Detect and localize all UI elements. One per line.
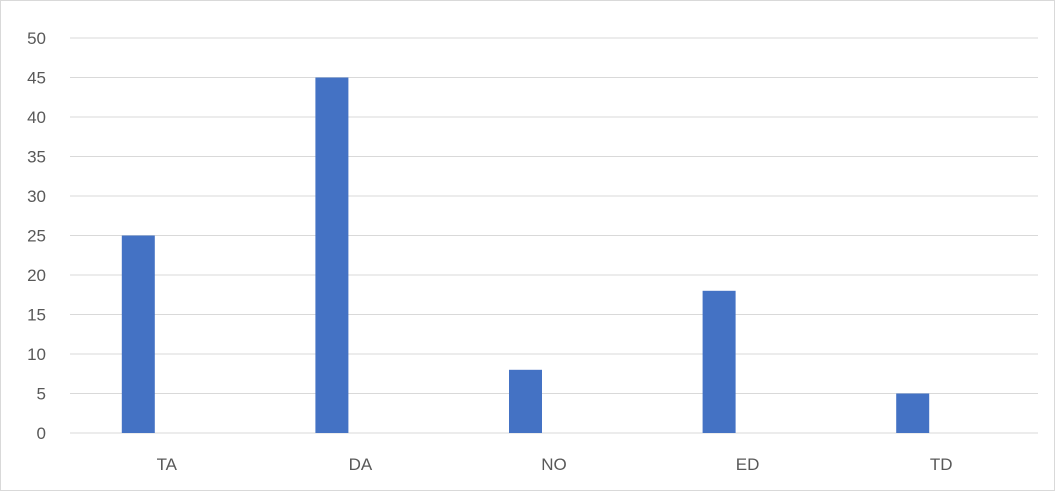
y-tick-label: 20 xyxy=(27,266,46,285)
bar-ed xyxy=(702,290,736,433)
y-tick-label: 10 xyxy=(27,345,46,364)
x-axis-tick-labels: TA DA NO ED TD xyxy=(157,455,953,474)
y-tick-label: 40 xyxy=(27,108,46,127)
bar-da xyxy=(315,77,349,433)
x-tick-label-td: TD xyxy=(930,455,953,474)
x-tick-label-ta: TA xyxy=(157,455,178,474)
y-tick-label: 15 xyxy=(27,306,46,325)
x-tick-label-da: DA xyxy=(349,455,373,474)
y-tick-label: 50 xyxy=(27,29,46,48)
y-axis-tick-labels: 0 5 10 15 20 25 30 35 40 45 50 xyxy=(27,29,46,443)
gridlines xyxy=(70,37,1038,434)
y-tick-label: 35 xyxy=(27,148,46,167)
y-tick-label: 45 xyxy=(27,69,46,88)
bar-ta xyxy=(121,235,155,433)
x-tick-label-no: NO xyxy=(541,455,567,474)
y-tick-label: 30 xyxy=(27,187,46,206)
y-tick-label: 5 xyxy=(37,385,46,404)
bar-td xyxy=(896,393,930,433)
y-tick-label: 25 xyxy=(27,227,46,246)
x-tick-label-ed: ED xyxy=(736,455,760,474)
bars xyxy=(121,77,930,433)
y-tick-label: 0 xyxy=(37,424,46,443)
bar-no xyxy=(509,369,542,433)
